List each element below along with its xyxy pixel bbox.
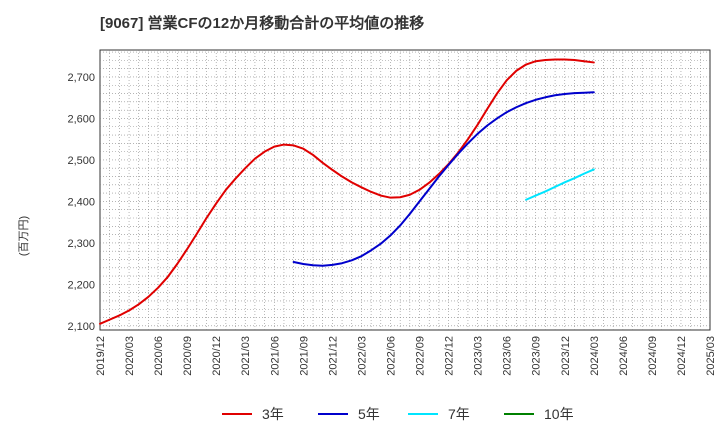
x-tick-label: 2020/06 [153,336,165,376]
legend-label-2: 5年 [358,406,380,422]
series-line-1 [99,58,595,325]
legend-label-3: 7年 [448,406,470,422]
x-tick-label: 2019/12 [95,336,107,376]
y-tick-label: 2,500 [67,155,95,167]
y-tick-label: 2,300 [67,238,95,250]
x-tick-label: 2021/06 [269,336,281,376]
x-tick-label: 2023/12 [560,336,572,376]
series-line-3 [525,168,595,201]
y-tick-label: 2,400 [67,196,95,208]
x-tick-label: 2023/09 [531,336,543,376]
y-tick-label: 2,100 [67,321,95,333]
plot-frame [99,49,711,331]
x-tick-label: 2024/09 [647,336,659,376]
x-tick-label: 2021/12 [327,336,339,376]
x-tick-label: 2020/09 [182,336,194,376]
x-tick-label: 2025/03 [705,336,717,376]
x-tick-label: 2020/03 [124,336,136,376]
legend: 3年 5年 7年 10年 [222,406,574,422]
x-tick-labels: 2019/12 2020/03 2020/06 2020/09 2020/12 2021/… [95,336,717,376]
series-lines [99,58,595,325]
y-tick-label: 2,700 [67,72,95,84]
x-tick-label: 2020/12 [211,336,223,376]
x-tick-label: 2024/06 [618,336,630,376]
x-tick-label: 2024/12 [676,336,688,376]
y-tick-label: 2,200 [67,279,95,291]
legend-label-4: 10年 [544,406,574,422]
x-tick-label: 2023/06 [502,336,514,376]
series-line-2 [292,91,595,267]
legend-label-1: 3年 [262,406,284,422]
x-tick-label: 2023/03 [473,336,485,376]
x-tick-label: 2022/12 [444,336,456,376]
chart-title: [9067] 営業CFの12か月移動合計の平均値の推移 [100,15,425,32]
x-tick-label: 2021/03 [240,336,252,376]
x-tick-label: 2022/09 [415,336,427,376]
y-tick-label: 2,600 [67,113,95,125]
x-tick-label: 2021/09 [298,336,310,376]
x-tick-label: 2022/06 [385,336,397,376]
plot-area [99,49,711,331]
x-tick-label: 2024/03 [589,336,601,376]
x-tick-label: 2022/03 [356,336,368,376]
y-tick-labels: 2,100 2,200 2,300 2,400 2,500 2,600 2,700 [67,72,95,333]
